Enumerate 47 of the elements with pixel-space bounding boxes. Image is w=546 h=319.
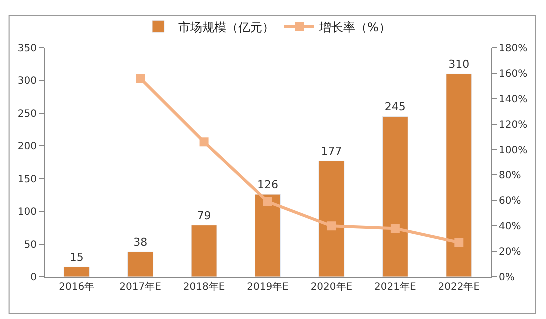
y2-tick-label: 100%	[499, 145, 528, 156]
data-label: 177	[321, 145, 342, 158]
y-tick-label: 100	[18, 207, 37, 218]
bar	[382, 116, 408, 277]
y-tick-label: 350	[18, 44, 37, 54]
x-tick-label: 2021年E	[374, 281, 416, 293]
y2-tick-label: 180%	[499, 44, 528, 54]
y-tick-label: 150	[18, 174, 37, 186]
y2-tick-label: 40%	[499, 222, 522, 233]
point	[454, 238, 464, 248]
data-label: 15	[70, 251, 84, 264]
data-label: 310	[448, 58, 470, 72]
bar	[128, 252, 154, 277]
y2-tick-label: 160%	[499, 68, 528, 80]
bar	[318, 160, 345, 277]
x-tick-label: 2017年E	[120, 281, 162, 293]
y2-tick-label: 0%	[499, 272, 515, 284]
data-label: 38	[134, 236, 148, 250]
x-tick-label: 2022年E	[438, 281, 480, 293]
data-label: 79	[197, 209, 212, 222]
y-tick-label: 300	[18, 76, 37, 88]
legend-label: 市场规模（亿元）	[178, 20, 274, 34]
bar	[191, 225, 218, 277]
bar	[255, 194, 281, 277]
point	[390, 224, 400, 234]
x-tick-label: 2018年E	[183, 281, 226, 293]
y-tick-label: 50	[24, 240, 37, 251]
y2-tick-label: 20%	[499, 247, 522, 258]
y2-tick-label: 60%	[499, 196, 522, 208]
data-label: 126	[258, 178, 278, 192]
y-tick-label: 200	[18, 142, 37, 153]
y-tick-label: 250	[18, 108, 37, 120]
bar	[446, 74, 472, 277]
y-tick-label: 0	[30, 272, 37, 284]
data-label: 245	[384, 100, 406, 114]
y2-tick-label: 140%	[499, 94, 528, 106]
legend-label: 增长率（%）	[318, 20, 391, 34]
x-tick-label: 2016年	[59, 281, 95, 293]
bar	[64, 266, 90, 277]
point	[200, 138, 209, 147]
point	[136, 74, 146, 84]
y2-tick-label: 80%	[499, 170, 522, 182]
point	[264, 197, 272, 206]
x-tick-label: 2019年E	[247, 281, 289, 293]
point	[327, 222, 336, 231]
x-tick-label: 2020年E	[310, 281, 353, 293]
y2-tick-label: 120%	[499, 120, 528, 131]
